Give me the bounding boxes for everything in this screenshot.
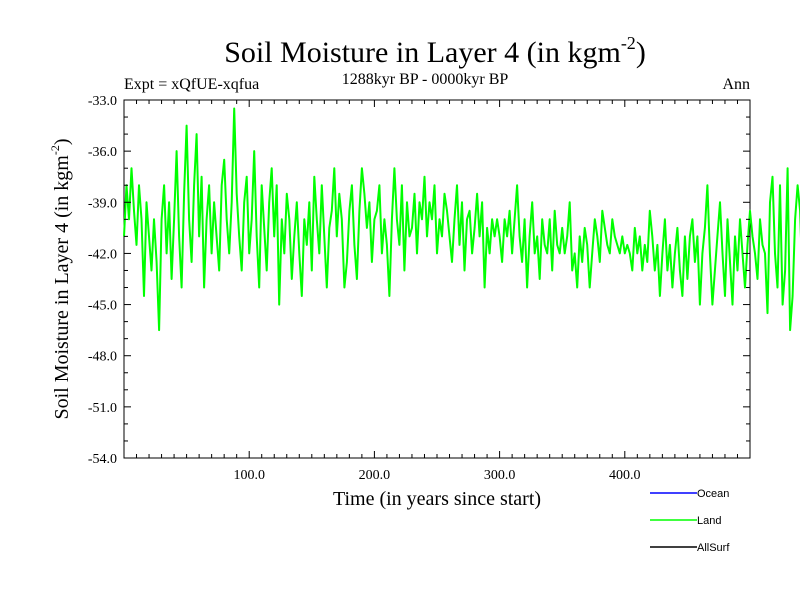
series-line-land [123, 107, 800, 332]
plot-frame [123, 99, 751, 459]
y-axis-label: Soil Moisture in Layer 4 (in kgm-2) [48, 138, 73, 419]
x-tick-label: 300.0 [484, 468, 516, 483]
legend: Ocean Land AllSurf [650, 488, 730, 554]
x-tick-label: 400.0 [609, 468, 641, 483]
period-label: Ann [722, 76, 750, 93]
y-tick-label: -45.0 [88, 299, 117, 314]
legend-label-ocean: Ocean [697, 488, 729, 500]
y-tick-label: -39.0 [88, 196, 117, 211]
y-tick-label: -51.0 [88, 401, 117, 416]
x-tick-label: 100.0 [233, 468, 265, 483]
y-tick-marks [124, 116, 750, 442]
y-tick-label: -42.0 [88, 247, 117, 262]
legend-label-land: Land [697, 515, 721, 527]
y-tick-label: -54.0 [88, 452, 117, 467]
x-tick-label: 200.0 [359, 468, 391, 483]
chart-subtitle: 1288kyr BP - 0000kyr BP [342, 71, 509, 88]
series-group [123, 107, 800, 332]
y-tick-label: -33.0 [88, 94, 117, 109]
x-axis-label: Time (in years since start) [333, 488, 541, 510]
x-tick-marks [136, 100, 738, 458]
legend-label-allsurf: AllSurf [697, 542, 730, 554]
x-tick-labels: 100.0 200.0 300.0 400.0 [233, 468, 640, 483]
y-tick-labels: -33.0 -36.0 -39.0 -42.0 -45.0 -48.0 -51.… [88, 94, 117, 467]
chart-title: Soil Moisture in Layer 4 (in kgm-2) [224, 33, 646, 69]
experiment-label: Expt = xQfUE-xqfua [124, 76, 259, 93]
y-tick-label: -48.0 [88, 350, 117, 365]
y-tick-label: -36.0 [88, 145, 117, 160]
